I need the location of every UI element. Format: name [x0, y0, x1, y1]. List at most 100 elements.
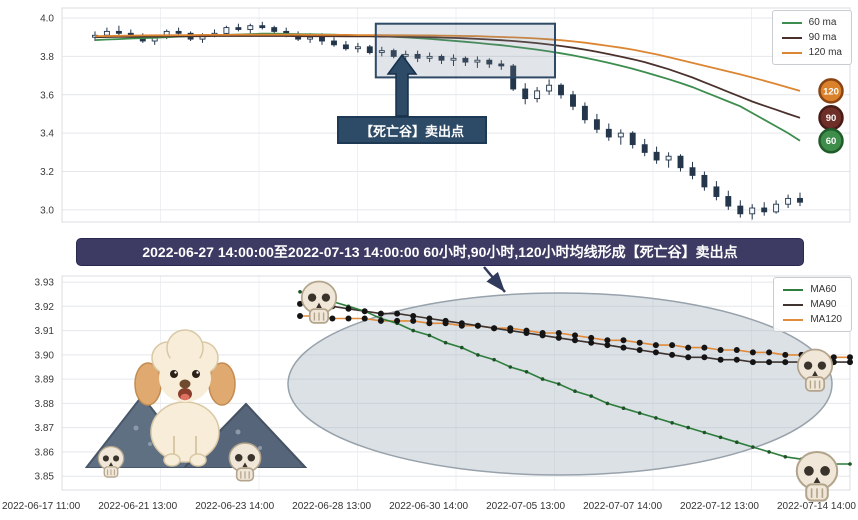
line-swatch-icon [783, 303, 804, 306]
candle [259, 25, 266, 29]
candle [785, 197, 792, 205]
ma-line [94, 33, 801, 92]
legend-label: MA90 [810, 299, 837, 310]
legend-item-ma60: MA60 [783, 282, 842, 297]
candle [713, 186, 720, 197]
candle [115, 30, 122, 34]
x-axis-label: 2022-07-07 14:00 [583, 501, 663, 512]
line-swatch-icon [781, 36, 802, 39]
candle [653, 151, 660, 161]
legend-label: MA60 [810, 284, 837, 295]
y-tick-label: 3.2 [40, 167, 54, 178]
y-tick-label: 3.8 [40, 52, 54, 63]
candle [737, 205, 744, 215]
death-valley-highlight-box [374, 22, 556, 79]
candle [689, 167, 696, 176]
svg-text:60: 60 [826, 136, 837, 147]
skull-icon [94, 444, 128, 488]
candle [534, 90, 541, 100]
candle [641, 144, 648, 153]
top-chart-legend: 60 ma 90 ma 120 ma [771, 10, 852, 65]
y-tick-label: 3.86 [35, 447, 55, 458]
candle [773, 203, 780, 213]
legend-item-90ma: 90 ma [781, 30, 842, 45]
candle [725, 196, 732, 207]
candle [498, 63, 505, 67]
skull-icon [296, 278, 342, 336]
candle [486, 59, 493, 65]
svg-text:120: 120 [823, 86, 839, 97]
x-axis-label: 2022-06-30 14:00 [389, 501, 469, 512]
bottom-chart-legend: MA60 MA90 MA120 [773, 277, 852, 332]
candle [570, 94, 576, 107]
candle [701, 174, 708, 188]
x-axis-label: 2022-07-12 13:00 [680, 501, 759, 512]
candle [558, 84, 564, 96]
line-swatch-icon [783, 288, 804, 291]
candle [593, 119, 600, 130]
legend-label: MA120 [810, 314, 842, 325]
y-tick-label: 3.90 [35, 350, 55, 361]
candle [223, 27, 230, 34]
candle [581, 105, 588, 121]
candle [761, 207, 768, 213]
ma-end-badge [818, 128, 844, 154]
candle [438, 55, 445, 61]
candle [797, 197, 803, 203]
candle [426, 55, 433, 59]
y-tick-label: 3.0 [40, 205, 54, 216]
candle [331, 40, 337, 46]
x-axis-label: 2022-06-17 11:00 [2, 501, 81, 512]
candle [665, 155, 672, 161]
candle [522, 88, 529, 100]
x-axis-label: 2022-07-05 13:00 [486, 501, 566, 512]
candle [378, 50, 385, 53]
candle [546, 84, 553, 92]
candle [235, 27, 242, 30]
legend-item-60ma: 60 ma [781, 15, 842, 30]
candle [307, 36, 314, 40]
candle [319, 36, 325, 42]
candle [605, 128, 612, 138]
y-tick-label: 3.93 [35, 278, 55, 289]
line-swatch-icon [783, 318, 804, 321]
candle [271, 27, 278, 32]
skull-icon [792, 346, 838, 404]
x-axis-label: 2022-07-14 14:00 [777, 501, 856, 512]
candle [474, 59, 481, 63]
x-axis-label: 2022-06-28 13:00 [292, 501, 372, 512]
x-axis-label: 2022-06-23 14:00 [195, 501, 275, 512]
candle [366, 46, 373, 54]
legend-item-ma90: MA90 [783, 297, 842, 312]
legend-label: 90 ma [808, 32, 837, 43]
legend-item-ma120: MA120 [783, 312, 842, 327]
y-tick-label: 3.6 [40, 90, 54, 101]
line-swatch-icon [781, 51, 802, 54]
y-tick-label: 3.92 [35, 302, 55, 313]
y-tick-label: 3.85 [35, 472, 55, 483]
candle [749, 207, 756, 215]
legend-label: 120 ma [808, 47, 842, 58]
candle [354, 46, 361, 50]
x-axis-label: 2022-06-21 13:00 [98, 501, 178, 512]
candle [462, 57, 469, 63]
candle [450, 57, 457, 61]
candle [342, 44, 349, 50]
candle [247, 25, 254, 30]
x-axis-labels: 2022-06-17 11:00 2022-06-21 13:00 2022-06-… [0, 501, 858, 512]
legend-item-120ma: 120 ma [781, 45, 842, 60]
y-tick-label: 3.89 [35, 375, 55, 386]
svg-text:90: 90 [826, 113, 837, 124]
y-tick-label: 4.0 [40, 14, 54, 25]
sell-point-annotation: 【死亡谷】卖出点 [337, 116, 487, 144]
skull-icon [224, 440, 266, 493]
y-tick-label: 3.91 [35, 326, 55, 337]
y-tick-label: 3.87 [35, 423, 55, 434]
candle [175, 30, 182, 34]
ma-line [94, 35, 801, 119]
y-tick-label: 3.4 [40, 129, 54, 140]
line-swatch-icon [781, 21, 802, 24]
candle [103, 30, 110, 36]
legend-label: 60 ma [808, 17, 837, 28]
